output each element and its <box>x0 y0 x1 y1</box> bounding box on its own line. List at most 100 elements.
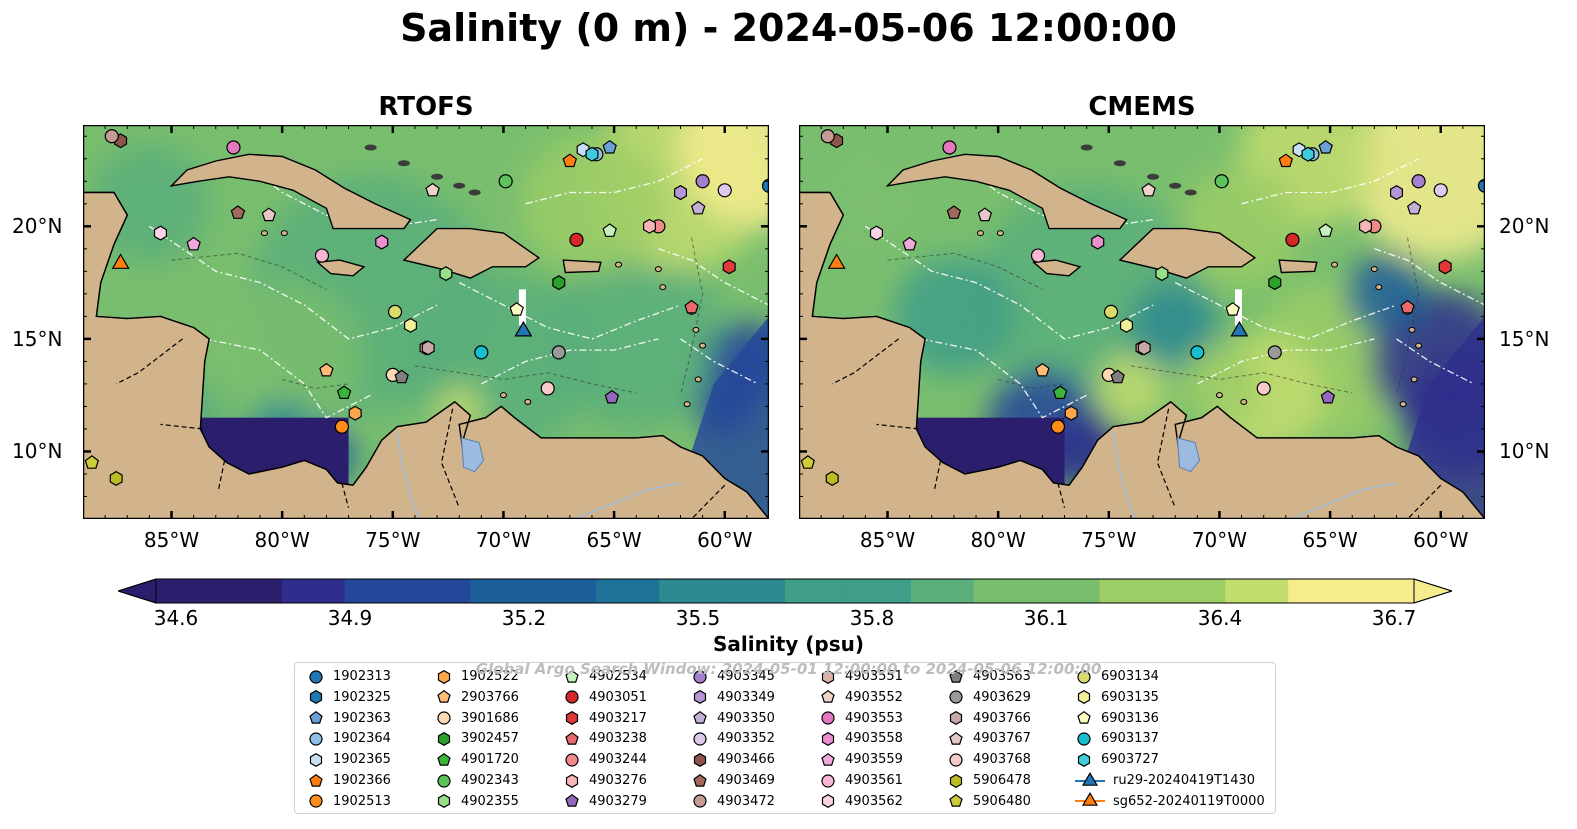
float-marker-4903561 <box>1030 248 1046 263</box>
legend-label: 4903345 <box>717 669 775 684</box>
lon-tick-label: 80°W <box>254 528 310 552</box>
float-marker-1902522 <box>1064 405 1078 421</box>
hexagon-marker-icon <box>565 711 579 726</box>
circle-marker-icon <box>565 690 579 704</box>
legend-item-1902366: 1902366 <box>307 770 391 791</box>
float-marker-1902513 <box>1050 419 1066 434</box>
hexagon-marker-icon <box>437 794 451 809</box>
legend-item-6903136: 6903136 <box>1075 708 1159 729</box>
legend-item-ru29-20240419T1430: ru29-20240419T1430 <box>1075 770 1255 791</box>
lon-tick-label: 85°W <box>859 528 916 552</box>
float-marker-4903472 <box>820 129 835 144</box>
colorbar-segment <box>973 579 1038 603</box>
circle-marker-icon <box>821 711 835 725</box>
hexagon-marker-icon <box>949 711 963 726</box>
float-marker-4903472 <box>104 129 119 144</box>
float-marker-4903469 <box>230 205 246 219</box>
legend-label: 4903553 <box>845 710 903 726</box>
float-marker-4901720 <box>1052 385 1068 399</box>
float-marker-4903562 <box>869 225 884 241</box>
legend-label: ru29-20240419T1430 <box>1113 773 1256 788</box>
hexagon-marker-icon <box>821 731 835 746</box>
pentagon-marker-icon <box>949 731 963 745</box>
legend-item-4903558: 4903558 <box>819 728 903 749</box>
legend-item-3901686: 3901686 <box>435 708 519 729</box>
legend-label: 4903469 <box>717 773 775 788</box>
lon-tick-label: 85°W <box>143 528 200 552</box>
float-marker-4902355 <box>439 266 453 282</box>
float-marker-2903766 <box>1035 362 1050 377</box>
legend-item-1902364: 1902364 <box>307 728 391 749</box>
hexagon-marker-icon <box>949 773 963 788</box>
legend-label: 4902534 <box>589 669 647 684</box>
float-marker-4903767 <box>261 207 277 222</box>
hexagon-marker-icon <box>1077 752 1091 767</box>
legend-label: 1902364 <box>333 731 391 747</box>
colorbar-segment <box>533 579 597 603</box>
legend-item-4903345: 4903345 <box>691 666 775 687</box>
float-marker-1902313 <box>761 178 769 193</box>
glider-marker-sg652-20240119T0000 <box>111 253 130 269</box>
hexagon-marker-icon <box>437 669 451 684</box>
legend-label: 4903768 <box>973 752 1031 768</box>
float-marker-4903051 <box>569 232 584 247</box>
colorbar-segment <box>785 579 849 603</box>
legend-item-4903217: 4903217 <box>563 708 647 729</box>
colorbar-segment <box>910 579 975 603</box>
legend-item-4903472: 4903472 <box>691 791 775 812</box>
float-marker-6903135 <box>404 317 417 333</box>
hexagon-marker-icon <box>693 690 707 705</box>
hexagon-marker-icon <box>821 794 835 809</box>
legend-item-4903349: 4903349 <box>691 687 775 708</box>
legend-label: 4903558 <box>845 731 903 747</box>
legend-label: 4903276 <box>589 773 647 788</box>
float-marker-4903350 <box>1406 200 1422 215</box>
hexagon-marker-icon <box>565 773 579 788</box>
circle-marker-icon <box>693 669 707 684</box>
float-marker-4903345 <box>695 174 710 189</box>
float-marker-4903217 <box>1438 259 1452 275</box>
float-marker-5906480 <box>800 455 816 469</box>
legend-label: 1902313 <box>333 669 391 684</box>
float-marker-4903352 <box>1433 183 1448 198</box>
circle-marker-icon <box>949 753 963 767</box>
colorbar <box>118 578 1452 604</box>
legend-item-4902343: 4902343 <box>435 770 519 791</box>
circle-marker-icon <box>437 711 451 725</box>
float-marker-1902522 <box>348 405 362 421</box>
pentagon-marker-icon <box>309 773 323 787</box>
glider-marker-ru29-20240419T1430 <box>1230 320 1249 337</box>
legend-label: 1902363 <box>333 710 391 726</box>
glider-marker-ru29-20240419T1430 <box>514 320 533 337</box>
triangle-marker-icon <box>1075 792 1105 807</box>
legend-label: 6903135 <box>1101 689 1159 705</box>
legend-item-4901720: 4901720 <box>435 749 519 770</box>
float-marker-4903352 <box>717 183 732 198</box>
lat-tick-label: 15°N <box>12 326 63 351</box>
colorbar-segment <box>1099 579 1163 603</box>
legend-label: 5906480 <box>973 793 1031 809</box>
legend-item-4903629: 4903629 <box>947 687 1031 708</box>
float-marker-4903766 <box>421 340 435 356</box>
legend-item-4902534: 4902534 <box>563 666 647 687</box>
float-marker-6903134 <box>387 304 403 319</box>
panel-title-cmems: CMEMS <box>1088 92 1196 122</box>
legend-label: sg652-20240119T0000 <box>1113 793 1265 809</box>
float-marker-6903727 <box>585 146 599 162</box>
float-marker-4902355 <box>1155 266 1169 282</box>
float-marker-6903136 <box>509 302 524 316</box>
lon-tick-label: 70°W <box>1191 528 1248 552</box>
watermark: Global Argo Search Window: 2024-05-01 12… <box>475 660 1102 678</box>
pentagon-marker-icon <box>821 752 835 766</box>
colorbar-segment <box>847 579 912 603</box>
legend-item-4903276: 4903276 <box>563 770 647 791</box>
colorbar-tick-label: 35.5 <box>675 606 721 630</box>
legend-label: 6903727 <box>1101 752 1159 768</box>
legend-item-4903768: 4903768 <box>947 749 1031 770</box>
figure-title: Salinity (0 m) - 2024-05-06 12:00:00 <box>400 6 1177 50</box>
colorbar-segment <box>281 579 346 603</box>
circle-marker-icon <box>693 794 707 808</box>
colorbar-tick-label: 36.1 <box>1023 606 1069 630</box>
circle-marker-icon <box>1077 732 1091 746</box>
float-marker-4903350 <box>690 200 706 215</box>
